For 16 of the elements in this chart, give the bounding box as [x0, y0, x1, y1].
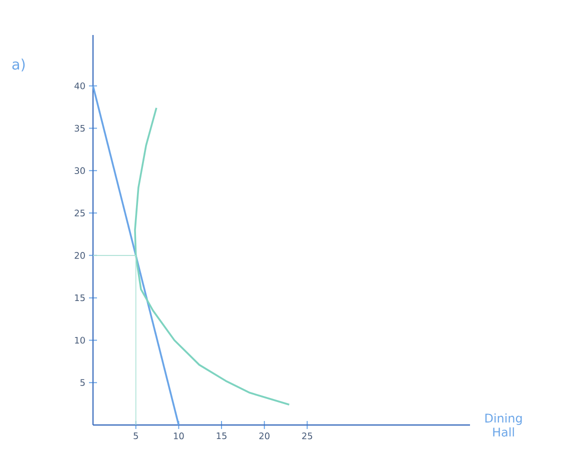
y-tick-label: 35 [74, 124, 85, 132]
y-tick-label: 25 [74, 210, 85, 216]
y-tick-label: 5 [80, 379, 85, 386]
x-tick-label: 5 [134, 432, 138, 440]
x-tick-label: 15 [216, 432, 226, 440]
text: a) [12, 58, 25, 72]
x-axis-title: Dining Hall [485, 413, 522, 437]
x-tick-label: 10 [174, 432, 184, 440]
y-tick-label: 15 [75, 294, 85, 302]
y-tick-label: 40 [74, 82, 85, 90]
x-tick-label: 25 [302, 432, 312, 440]
x-tick-label: 20 [259, 432, 270, 440]
line-series [134, 107, 290, 406]
y-tick-label: 10 [75, 336, 85, 344]
y-tick-label: 20 [74, 252, 85, 259]
y-tick-label: 30 [74, 167, 85, 174]
